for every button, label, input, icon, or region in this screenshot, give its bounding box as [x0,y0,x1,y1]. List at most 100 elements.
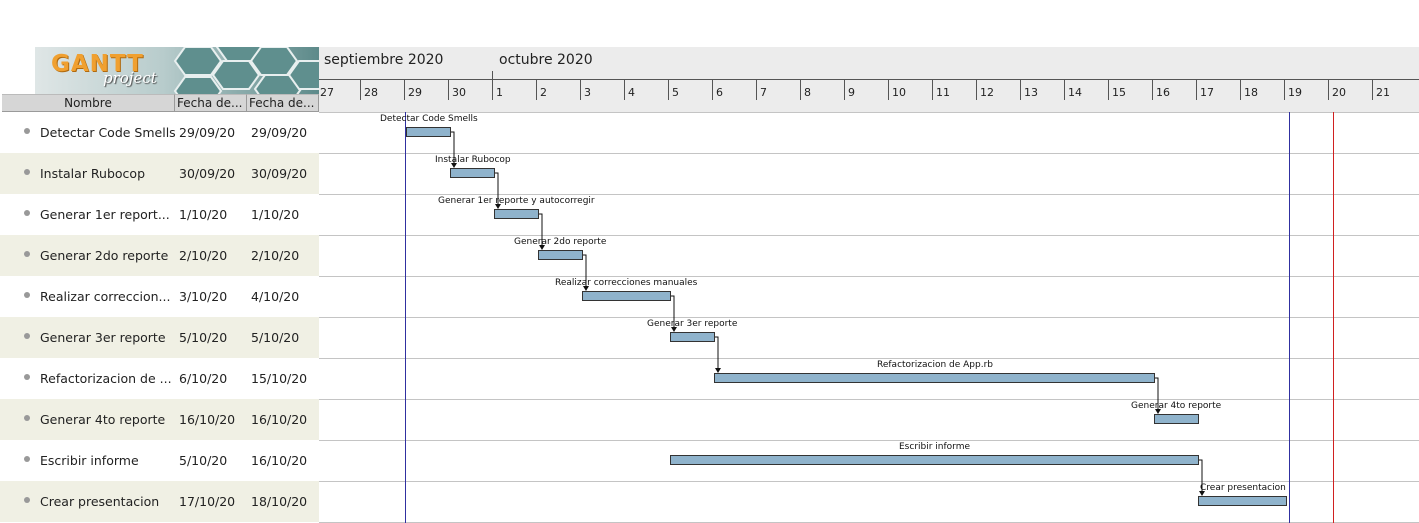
column-header-name[interactable]: Nombre [2,94,175,112]
day-label: 4 [628,86,635,99]
task-name: Refactorizacion de ... [40,371,172,386]
row-gridline [319,399,1419,400]
task-row[interactable]: Crear presentacion 17/10/20 18/10/20 [0,481,319,522]
day-label: 3 [584,86,591,99]
task-start-date: 3/10/20 [179,289,228,304]
task-row[interactable]: Instalar Rubocop 30/09/20 30/09/20 [0,153,319,194]
task-row[interactable]: Generar 4to reporte 16/10/20 16/10/20 [0,399,319,440]
task-bar[interactable] [538,250,583,260]
dependency-arrowhead [451,163,457,168]
task-bullet-icon [24,415,30,421]
day-tick [1284,80,1285,100]
logo-subtitle: project [103,69,157,87]
task-row[interactable]: Generar 2do reporte 2/10/20 2/10/20 [0,235,319,276]
task-start-date: 30/09/20 [179,166,236,181]
day-tick [580,80,581,100]
task-bullet-icon [24,456,30,462]
task-bar[interactable] [670,332,715,342]
day-label: 13 [1024,86,1038,99]
dependency-line [671,295,675,328]
task-name: Escribir informe [40,453,139,468]
task-bullet-icon [24,292,30,298]
task-start-date: 17/10/20 [179,494,236,509]
day-tick [932,80,933,100]
task-bar[interactable] [1198,496,1287,506]
day-label: 9 [848,86,855,99]
task-name: Detectar Code Smells [40,125,175,140]
task-bar[interactable] [406,127,451,137]
dependency-arrowhead [495,204,501,209]
day-tick [1372,80,1373,100]
day-tick [712,80,713,100]
day-label: 5 [672,86,679,99]
dependency-arrowhead [671,327,677,332]
task-row[interactable]: Detectar Code Smells 29/09/20 29/09/20 [0,112,319,153]
day-label: 29 [408,86,422,99]
task-start-date: 5/10/20 [179,453,228,468]
day-tick [624,80,625,100]
task-bar[interactable] [494,209,539,219]
task-start-date: 1/10/20 [179,207,228,222]
dependency-line [539,213,543,246]
task-bar[interactable] [1154,414,1199,424]
row-gridline [319,317,1419,318]
today-line [1333,112,1334,523]
weekend-line [1289,112,1290,523]
day-tick [976,80,977,100]
month-label: septiembre 2020 [324,52,444,68]
day-tick [1152,80,1153,100]
task-name: Generar 1er report... [40,207,170,222]
day-tick [844,80,845,100]
task-bullet-icon [24,497,30,503]
day-label: 16 [1156,86,1170,99]
task-name: Realizar correccion... [40,289,171,304]
ganttproject-logo: GANTT project [35,47,319,94]
day-label: 8 [804,86,811,99]
task-start-date: 6/10/20 [179,371,228,386]
task-row[interactable]: Generar 1er report... 1/10/20 1/10/20 [0,194,319,235]
day-label: 6 [716,86,723,99]
day-tick [1108,80,1109,100]
task-bar[interactable] [670,455,1199,465]
task-start-date: 29/09/20 [179,125,236,140]
day-label: 19 [1288,86,1302,99]
day-tick [1196,80,1197,100]
task-bar[interactable] [582,291,671,301]
task-bar[interactable] [450,168,495,178]
task-bullet-icon [24,374,30,380]
timeline-month-header [319,47,1419,79]
day-label: 14 [1068,86,1082,99]
task-bullet-icon [24,169,30,175]
column-header-end-date[interactable]: Fecha de... [247,94,319,112]
day-label: 30 [452,86,466,99]
day-tick [404,80,405,100]
task-name: Generar 4to reporte [40,412,166,427]
task-end-date: 29/09/20 [251,125,308,140]
task-start-date: 16/10/20 [179,412,236,427]
task-end-date: 16/10/20 [251,412,308,427]
task-row[interactable]: Refactorizacion de ... 6/10/20 15/10/20 [0,358,319,399]
row-gridline [319,112,1419,113]
column-header-start-date[interactable]: Fecha de... [175,94,247,112]
task-bullet-icon [24,251,30,257]
dependency-arrowhead [1155,409,1161,414]
task-bar-label: Instalar Rubocop [435,155,511,165]
dependency-line [451,131,455,164]
task-bullet-icon [24,128,30,134]
dependency-arrowhead [583,286,589,291]
task-name: Generar 3er reporte [40,330,166,345]
row-gridline [319,276,1419,277]
dependency-arrowhead [715,368,721,373]
day-tick [1064,80,1065,100]
task-bar[interactable] [714,373,1155,383]
day-label: 18 [1244,86,1258,99]
row-gridline [319,358,1419,359]
task-end-date: 18/10/20 [251,494,308,509]
task-start-date: 2/10/20 [179,248,228,263]
task-bar-label: Generar 4to reporte [1131,401,1222,411]
task-row[interactable]: Escribir informe 5/10/20 16/10/20 [0,440,319,481]
task-name: Generar 2do reporte [40,248,169,263]
task-row[interactable]: Generar 3er reporte 5/10/20 5/10/20 [0,317,319,358]
task-row[interactable]: Realizar correccion... 3/10/20 4/10/20 [0,276,319,317]
